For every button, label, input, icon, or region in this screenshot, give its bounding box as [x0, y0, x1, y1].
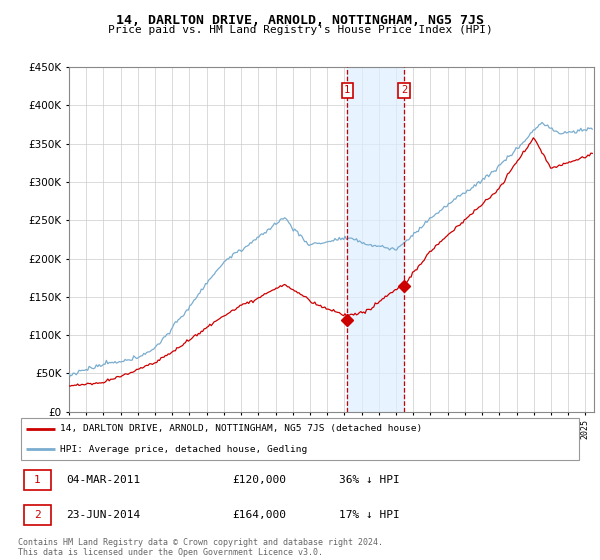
- Text: 1: 1: [344, 85, 350, 95]
- Text: 1: 1: [34, 475, 41, 485]
- Text: 04-MAR-2011: 04-MAR-2011: [66, 475, 140, 485]
- Text: 14, DARLTON DRIVE, ARNOLD, NOTTINGHAM, NG5 7JS (detached house): 14, DARLTON DRIVE, ARNOLD, NOTTINGHAM, N…: [60, 424, 422, 433]
- Text: 2: 2: [401, 85, 407, 95]
- FancyBboxPatch shape: [21, 418, 579, 460]
- Text: HPI: Average price, detached house, Gedling: HPI: Average price, detached house, Gedl…: [60, 445, 308, 454]
- Text: £120,000: £120,000: [232, 475, 286, 485]
- Text: 2: 2: [34, 510, 41, 520]
- Text: Contains HM Land Registry data © Crown copyright and database right 2024.: Contains HM Land Registry data © Crown c…: [18, 538, 383, 547]
- Text: £164,000: £164,000: [232, 510, 286, 520]
- FancyBboxPatch shape: [23, 505, 51, 525]
- Text: This data is licensed under the Open Government Licence v3.0.: This data is licensed under the Open Gov…: [18, 548, 323, 557]
- FancyBboxPatch shape: [23, 470, 51, 490]
- Text: 36% ↓ HPI: 36% ↓ HPI: [340, 475, 400, 485]
- Bar: [347, 67, 404, 412]
- Text: 14, DARLTON DRIVE, ARNOLD, NOTTINGHAM, NG5 7JS: 14, DARLTON DRIVE, ARNOLD, NOTTINGHAM, N…: [116, 14, 484, 27]
- Text: 23-JUN-2014: 23-JUN-2014: [66, 510, 140, 520]
- Text: Price paid vs. HM Land Registry's House Price Index (HPI): Price paid vs. HM Land Registry's House …: [107, 25, 493, 35]
- Text: 17% ↓ HPI: 17% ↓ HPI: [340, 510, 400, 520]
